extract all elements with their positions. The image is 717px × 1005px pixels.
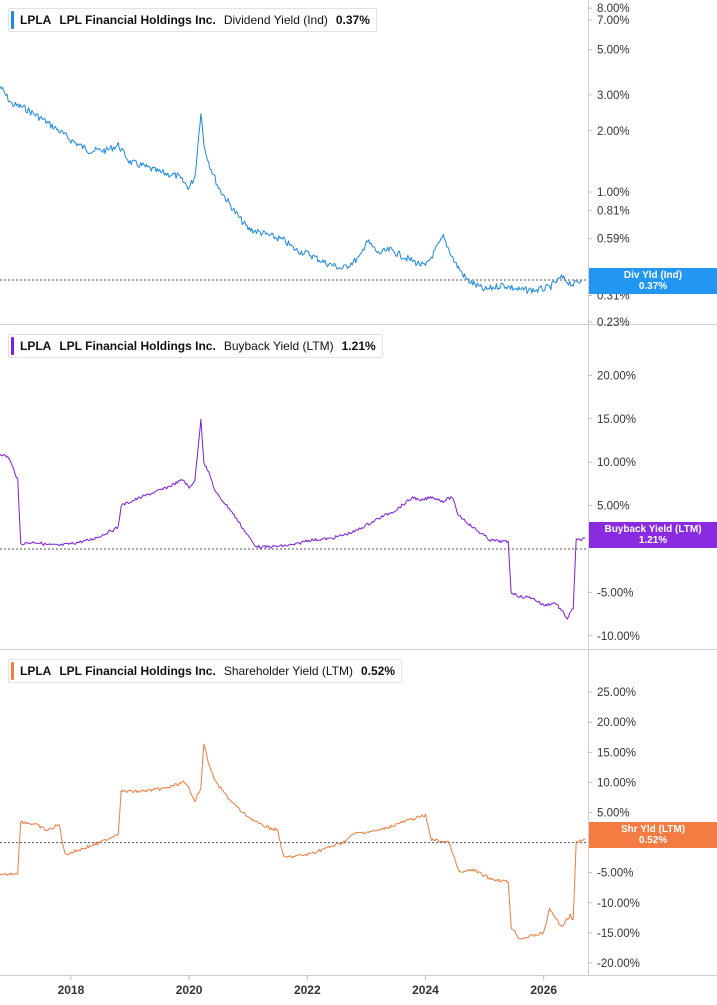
y-tick-label: 25.00% [597,687,636,699]
series-line [0,743,586,940]
y-tick-label: 7.00% [597,15,630,27]
panel-1-metric: Dividend Yield (Ind) [223,13,328,27]
y-tick-label: 10.00% [597,457,636,469]
y-tick-label: 20.00% [597,370,636,382]
series-line [0,418,586,620]
panel-1-color-bar [11,11,14,29]
panel-1-value-tag: Div Yld (Ind) 0.37% [589,268,717,294]
y-tick-label: 0.23% [597,317,630,329]
panel-2-company: LPL Financial Holdings Inc. [59,339,216,353]
series-line [0,86,583,294]
x-tick-label: 2026 [530,983,557,997]
panel-2-ticker: LPLA [20,339,52,353]
y-tick-label: 10.00% [597,777,636,789]
panel-3-tag-value: 0.52% [638,835,668,846]
y-tick-label: 0.59% [597,234,630,246]
panel-1-value: 0.37% [335,13,370,27]
y-tick-label: -5.00% [597,868,633,880]
panel-3-value: 0.52% [360,664,396,678]
y-tick-label: -10.00% [597,898,640,910]
panel-3-ticker: LPLA [20,664,52,678]
y-tick-label: 20.00% [597,717,636,729]
x-tick-label: 2024 [412,983,439,997]
x-tick-label: 2018 [58,983,85,997]
panel-2-color-bar [11,337,14,355]
panel-2-tag-label: Buyback Yield (LTM) [604,524,702,535]
y-tick-label: 5.00% [597,807,630,819]
panel-2-label: LPLA LPL Financial Holdings Inc. Buyback… [8,334,383,358]
y-tick-label: 5.00% [597,45,630,57]
y-tick-label: 5.00% [597,501,630,513]
y-tick-label: 15.00% [597,414,636,426]
panel-1-tag-label: Div Yld (Ind) [623,270,683,281]
panel-3-label: LPLA LPL Financial Holdings Inc. Shareho… [8,659,403,683]
y-tick-label: 2.00% [597,126,630,138]
panel-1-ticker: LPLA [20,13,52,27]
panel-1-company: LPL Financial Holdings Inc. [59,13,216,27]
y-tick-label: -15.00% [597,928,640,940]
y-tick-label: -5.00% [597,587,633,599]
panel-1-tag-value: 0.37% [638,281,668,292]
y-tick-label: 0.81% [597,206,630,218]
panel-3-value-tag: Shr Yld (LTM) 0.52% [589,822,717,848]
panel-3-tag-label: Shr Yld (LTM) [620,824,686,835]
y-tick-label: 3.00% [597,90,630,102]
x-tick-label: 2022 [294,983,321,997]
panel-3-company: LPL Financial Holdings Inc. [59,664,216,678]
panel-3-color-bar [11,662,14,680]
panel-2-tag-value: 1.21% [638,535,668,546]
panel-2-value: 1.21% [341,339,376,353]
x-tick-label: 2020 [176,983,203,997]
y-tick-label: -20.00% [597,958,640,970]
panel-3-metric: Shareholder Yield (LTM) [223,664,353,678]
panel-2-metric: Buyback Yield (LTM) [223,339,334,353]
y-tick-label: 8.00% [597,3,630,15]
y-tick-label: 1.00% [597,187,630,199]
panel-2-value-tag: Buyback Yield (LTM) 1.21% [589,522,717,548]
y-tick-label: 15.00% [597,747,636,759]
y-tick-label: -10.00% [597,631,640,643]
panel-1-label: LPLA LPL Financial Holdings Inc. Dividen… [8,8,377,32]
